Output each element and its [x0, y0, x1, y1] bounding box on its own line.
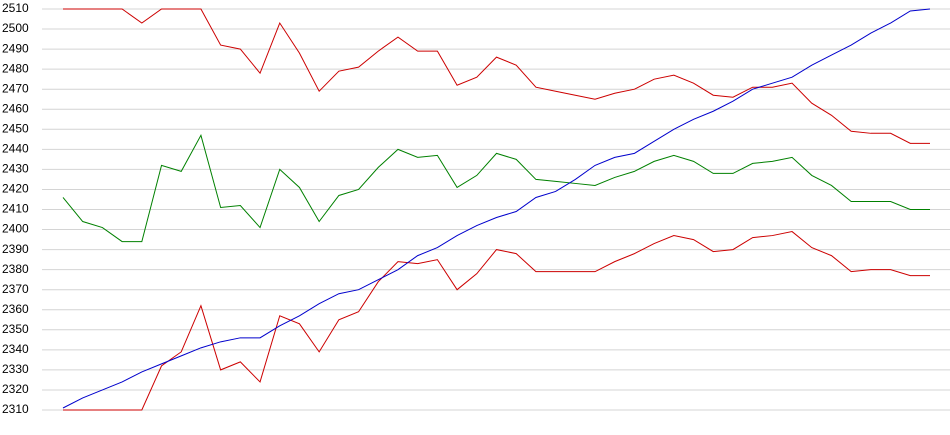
line-series: [63, 231, 930, 411]
y-tick-label: 2390: [2, 242, 29, 256]
y-tick-label: 2370: [2, 282, 29, 296]
y-tick-label: 2410: [2, 202, 29, 216]
y-tick-label: 2490: [2, 41, 29, 55]
y-tick-label: 2320: [2, 382, 29, 396]
y-tick-label: 2310: [2, 402, 29, 416]
y-tick-label: 2350: [2, 322, 29, 336]
y-tick-label: 2460: [2, 101, 29, 115]
y-tick-label: 2480: [2, 61, 29, 75]
y-tick-label: 2360: [2, 302, 29, 316]
y-tick-label: 2330: [2, 362, 29, 376]
y-tick-label: 2420: [2, 182, 29, 196]
y-tick-label: 2380: [2, 262, 29, 276]
y-tick-label: 2440: [2, 142, 29, 156]
y-tick-label: 2340: [2, 342, 29, 356]
y-tick-label: 2450: [2, 121, 29, 135]
y-tick-label: 2510: [2, 1, 29, 15]
y-tick-label: 2500: [2, 21, 29, 35]
y-tick-label: 2430: [2, 162, 29, 176]
y-tick-label: 2470: [2, 81, 29, 95]
line-series: [63, 8, 930, 144]
line-series: [62, 8, 931, 409]
line-series: [62, 133, 930, 243]
y-tick-label: 2400: [2, 222, 29, 236]
